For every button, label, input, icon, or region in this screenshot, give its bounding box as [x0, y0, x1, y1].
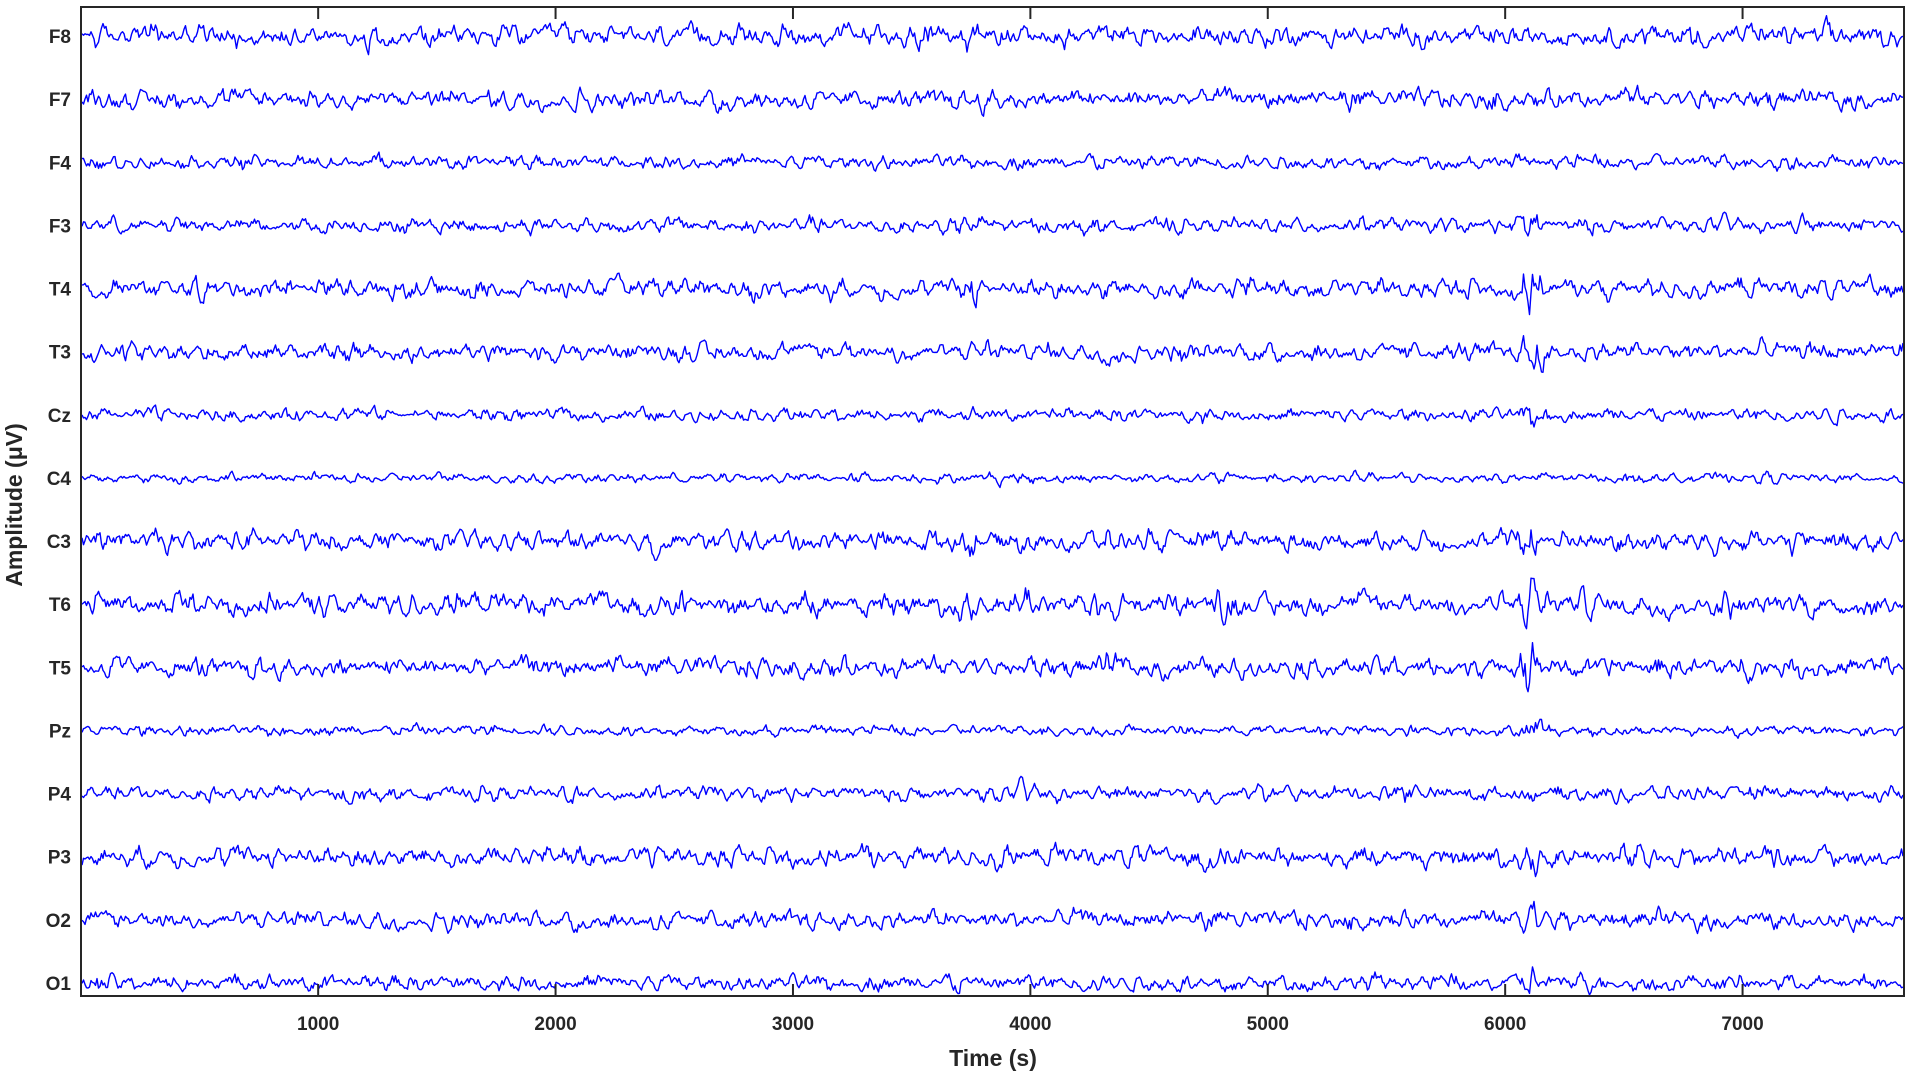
x-tick-label-1000: 1000 [297, 1014, 339, 1035]
x-tick-label-5000: 5000 [1247, 1014, 1289, 1035]
trace-cz [81, 404, 1904, 428]
channel-label-f3: F3 [49, 216, 71, 237]
trace-p4 [81, 775, 1904, 805]
channel-label-o1: O1 [46, 974, 72, 995]
trace-t3 [81, 335, 1904, 373]
trace-f8 [81, 14, 1904, 56]
trace-pz [81, 718, 1904, 739]
channel-label-t4: T4 [49, 280, 72, 301]
trace-f7 [81, 84, 1904, 117]
trace-f4 [82, 151, 1904, 172]
trace-t6 [81, 577, 1904, 630]
x-axis-label: Time (s) [949, 1045, 1037, 1071]
channel-label-p3: P3 [48, 848, 71, 869]
x-tick-label-6000: 6000 [1484, 1014, 1526, 1035]
x-tick-label-2000: 2000 [534, 1014, 576, 1035]
x-tick-label-3000: 3000 [772, 1014, 814, 1035]
channel-labels: F8 F7 F4 F3 T4 T3 Cz C4 C3 T6 T5 Pz P4 P3 O2 O1 [46, 27, 72, 995]
trace-p3 [81, 841, 1904, 878]
channel-label-t6: T6 [49, 595, 71, 616]
channel-label-t5: T5 [49, 658, 72, 679]
eeg-traces [81, 14, 1904, 996]
trace-t5 [81, 642, 1904, 693]
x-axis-ticks [317, 7, 1744, 996]
channel-label-t3: T3 [49, 343, 71, 364]
channel-label-cz: Cz [48, 406, 71, 427]
x-tick-label-4000: 4000 [1009, 1014, 1051, 1035]
trace-c3 [81, 526, 1904, 561]
channel-label-f8: F8 [49, 27, 71, 48]
channel-label-o2: O2 [46, 911, 71, 932]
trace-f3 [81, 211, 1904, 237]
channel-label-p4: P4 [48, 785, 72, 806]
channel-label-f7: F7 [49, 90, 71, 111]
trace-o1 [81, 966, 1904, 996]
channel-label-f4: F4 [49, 153, 72, 174]
x-axis-tick-labels: 1000 2000 3000 4000 5000 6000 7000 [297, 1014, 1764, 1035]
trace-t4 [81, 272, 1904, 316]
channel-label-pz: Pz [49, 721, 71, 742]
channel-label-c3: C3 [47, 532, 71, 553]
trace-c4 [81, 469, 1904, 489]
y-axis-label: Amplitude (μV) [1, 423, 27, 587]
trace-o2 [81, 900, 1904, 935]
x-tick-label-7000: 7000 [1721, 1014, 1763, 1035]
channel-label-c4: C4 [47, 469, 72, 490]
plot-area-frame [80, 6, 1905, 997]
